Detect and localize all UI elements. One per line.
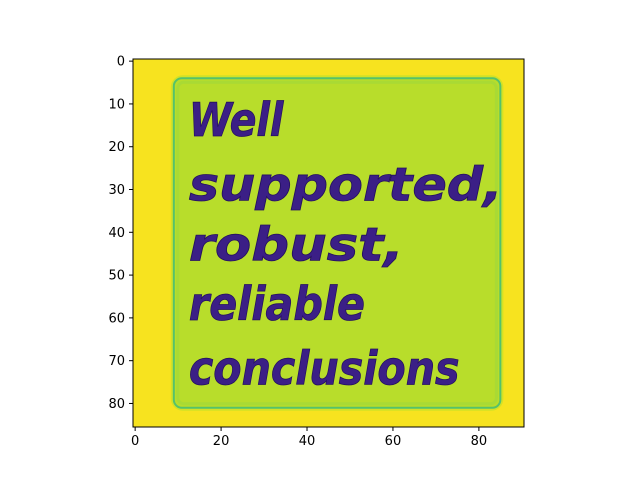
x-tick-label: 80: [471, 434, 488, 449]
note-inner-shade: [176, 80, 498, 406]
y-tick-label: 40: [108, 226, 125, 241]
note-text-line: reliable: [189, 277, 365, 331]
axes-frame: [132, 58, 525, 428]
y-tick-label: 30: [108, 183, 125, 198]
note-text-line: conclusions: [189, 341, 460, 395]
y-tick-label: 60: [108, 311, 125, 326]
y-tick-label: 70: [108, 354, 125, 369]
note-text-line: Well: [189, 93, 285, 147]
x-tick-label: 40: [299, 434, 316, 449]
y-axis: 0 10 20 30 40 50 60 70 80: [108, 55, 133, 412]
x-axis: 0 20 40 60 80: [131, 427, 487, 449]
y-tick-label: 0: [117, 55, 125, 70]
x-tick-label: 20: [213, 434, 230, 449]
note-text-line: robust,: [189, 217, 404, 271]
plot-area: Well supported, robust, reliable conclusions: [132, 58, 525, 428]
y-tick-label: 10: [108, 97, 125, 112]
x-tick-label: 0: [131, 434, 139, 449]
y-tick-label: 80: [108, 397, 125, 412]
note-text-line: supported,: [189, 157, 503, 211]
image-layer: Well supported, robust, reliable conclusions: [133, 59, 524, 427]
sticky-note: [172, 77, 502, 409]
y-tick-label: 50: [108, 269, 125, 284]
y-tick-label: 20: [108, 140, 125, 155]
x-tick-label: 60: [385, 434, 402, 449]
